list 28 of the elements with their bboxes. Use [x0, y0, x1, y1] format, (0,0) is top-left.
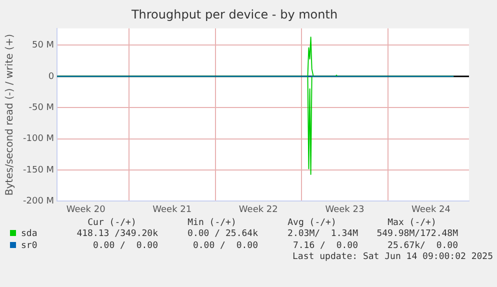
- y-tick-label: -150 M: [22, 165, 54, 176]
- text: 25.67k/ 0.00: [386, 240, 459, 252]
- text: 549.98M/172.48M: [376, 228, 459, 240]
- text: Max (-/+): [386, 218, 438, 228]
- y-tick-label: -100 M: [22, 134, 54, 144]
- text: 0.00 / 0.00: [92, 240, 159, 252]
- text: 7.16 / 0.00: [292, 240, 359, 252]
- text: 0.00 / 25.64k: [186, 228, 259, 240]
- x-tick-label: Week 20: [66, 204, 106, 215]
- y-tick-label: -200 M: [22, 196, 54, 207]
- chart-title: Throughput per device - by month: [130, 7, 338, 22]
- text: Last update: Sat Jun 14 09:00:02 2025: [292, 252, 494, 262]
- text: 2.03M/ 1.34M: [286, 228, 359, 240]
- x-tick-label: Week 22: [238, 204, 278, 215]
- text: Min (-/+): [186, 218, 238, 228]
- legend-label: sda: [20, 228, 38, 240]
- text: Avg (-/+): [286, 218, 338, 228]
- text: Cur (-/+): [86, 218, 138, 228]
- y-tick-label: -50 M: [28, 102, 54, 113]
- y-tick-label: 50 M: [32, 40, 54, 51]
- text: 0.00 / 0.00: [192, 240, 259, 252]
- text: 418.13 /349.20k: [76, 228, 159, 240]
- x-tick-label: Week 21: [152, 204, 192, 215]
- y-tick-label: 0: [48, 72, 54, 82]
- x-tick-label: Week 23: [325, 204, 364, 215]
- legend-label: sr0: [20, 240, 38, 252]
- x-tick-label: Week 24: [412, 204, 451, 215]
- y-axis-title: Bytes/second read (-) / write (+): [4, 34, 16, 196]
